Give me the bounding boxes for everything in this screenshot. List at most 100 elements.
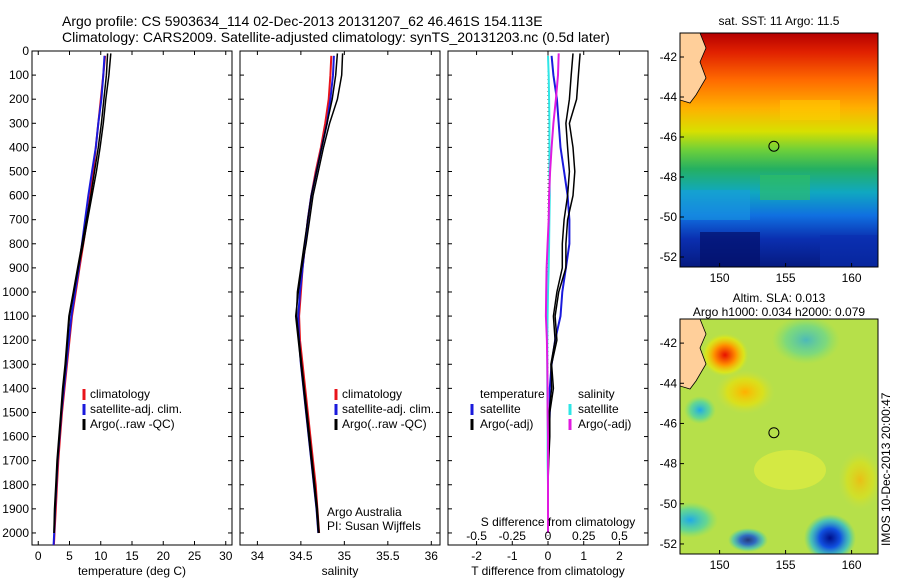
map-y-tick-label: -44: [660, 376, 678, 390]
map-x-tick-label: 160: [842, 271, 862, 285]
map-y-tick-label: -42: [660, 50, 678, 64]
map-y-tick-label: -50: [660, 497, 678, 511]
x-tick-label: 5: [66, 549, 73, 563]
legend-label: satellite: [480, 402, 521, 416]
legend-label: climatology: [90, 387, 150, 401]
x-tick-label: 1: [580, 549, 587, 563]
map-y-tick-label: -52: [660, 250, 678, 264]
legend-label: satellite: [578, 402, 619, 416]
series-line: [547, 53, 574, 533]
x-tick-label: 34: [251, 549, 265, 563]
top-x-tick-label: 0: [545, 529, 552, 543]
plot-frame: [31, 50, 233, 546]
map-y-tick-label: -48: [660, 170, 678, 184]
y-tick-label: 1000: [2, 285, 29, 299]
y-tick-label: 1700: [2, 454, 29, 468]
y-tick-label: 2000: [2, 526, 29, 540]
imos-timestamp: IMOS 10-Dec-2013 20:00:47: [879, 392, 893, 546]
x-tick-label: 36: [425, 549, 439, 563]
x-tick-label: 35: [338, 549, 352, 563]
sla-map-title: Altim. SLA: 0.013: [733, 291, 826, 305]
figure-title-line2: Climatology: CARS2009. Satellite-adjuste…: [62, 29, 610, 45]
y-tick-label: 900: [9, 261, 29, 275]
x-axis-label: temperature (deg C): [78, 564, 186, 578]
top-x-tick-label: -0.25: [499, 529, 527, 543]
map-y-tick-label: -48: [660, 457, 678, 471]
map-x-tick-label: 150: [710, 271, 730, 285]
figure-title-line1: Argo profile: CS 5903634_114 02-Dec-2013…: [62, 13, 543, 29]
legend-label: salinity: [578, 387, 615, 401]
legend-label: temperature: [480, 387, 545, 401]
legend-label: Argo(-adj): [480, 417, 533, 431]
legend-label: Argo(..raw -QC): [342, 417, 427, 431]
y-tick-label: 700: [9, 213, 29, 227]
credit-pi: PI: Susan Wijffels: [327, 519, 421, 533]
y-tick-label: 600: [9, 189, 29, 203]
map-y-tick-label: -46: [660, 130, 678, 144]
x-tick-label: -1: [507, 549, 518, 563]
y-tick-label: 1400: [2, 381, 29, 395]
map-y-tick-label: -50: [660, 210, 678, 224]
y-tick-label: 1300: [2, 357, 29, 371]
sst-field: [680, 33, 878, 267]
top-x-tick-label: 0.25: [572, 529, 596, 543]
x-tick-label: 0: [35, 549, 42, 563]
tasmania-land: [680, 319, 707, 390]
argo-location-marker: [768, 427, 780, 439]
salinity-profile-panel: 34 34.5 35 35.5 36 salinity climatologysatelli…: [239, 50, 441, 578]
x-tick-label: 30: [219, 549, 233, 563]
series-line: [53, 53, 112, 534]
legend-label: Argo(-adj): [578, 417, 631, 431]
y-tick-label: 1600: [2, 430, 29, 444]
x-axis-label: salinity: [322, 564, 359, 578]
x-tick-label: 20: [157, 549, 171, 563]
x-tick-label: 15: [125, 549, 139, 563]
legend-label: climatology: [342, 387, 402, 401]
map-y-tick-label: -46: [660, 416, 678, 430]
series-line: [52, 55, 106, 546]
y-tick-label: 200: [9, 92, 29, 106]
x-tick-label: 34.5: [289, 549, 313, 563]
y-tick-label: 1900: [2, 502, 29, 516]
y-tick-label: 400: [9, 140, 29, 154]
map-x-tick-label: 160: [842, 558, 862, 572]
map-y-tick-label: -44: [660, 90, 678, 104]
y-tick-label: 1100: [3, 309, 29, 323]
top-x-tick-label: 0.5: [611, 529, 628, 543]
x-tick-label: 35.5: [376, 549, 400, 563]
plot-frame: [239, 50, 441, 546]
map-x-tick-label: 155: [776, 558, 796, 572]
x-axis-label: T difference from climatology: [471, 564, 625, 578]
series-line: [295, 53, 339, 534]
map-x-tick-label: 155: [776, 271, 796, 285]
x-tick-label: 25: [188, 549, 202, 563]
sla-map-panel: 150 155 160 -42 -44 -46 -48 -50 -52 Altim. SLA: …: [660, 291, 879, 572]
legend-label: Argo(..raw -QC): [90, 417, 175, 431]
temperature-profile-panel: 0 5 10 15 20 25 30 temperature (deg C) 0 100 200 30…: [2, 44, 232, 578]
x-tick-label: 0: [545, 549, 552, 563]
legend-label: satellite-adj. clim.: [90, 402, 182, 416]
x-tick-label: 10: [94, 549, 108, 563]
y-tick-label: 100: [9, 68, 29, 82]
series-line: [294, 53, 344, 534]
tasmania-land: [680, 33, 707, 104]
map-x-tick-label: 150: [710, 558, 730, 572]
sst-map-title: sat. SST: 11 Argo: 11.5: [719, 14, 840, 28]
sst-map-panel: 150 155 160 -42 -44 -46 -48 -50 -52 sat. SST: 11…: [660, 14, 879, 285]
series-line: [53, 53, 109, 534]
y-tick-label: 1800: [2, 478, 29, 492]
y-tick-label: 300: [9, 116, 29, 130]
x-tick-label: 2: [616, 549, 623, 563]
y-tick-label: 1200: [2, 333, 29, 347]
sla-map-subtitle: Argo h1000: 0.034 h2000: 0.079: [693, 305, 865, 319]
credit-institution: Argo Australia: [327, 505, 402, 519]
y-tick-label: 800: [9, 237, 29, 251]
x-tick-label: -2: [471, 549, 482, 563]
top-x-axis-label: S difference from climatology: [481, 515, 636, 529]
map-y-tick-label: -42: [660, 336, 678, 350]
top-x-tick-label: -0.5: [466, 529, 487, 543]
argo-location-marker: [768, 140, 780, 152]
legend-label: satellite-adj. clim.: [342, 402, 434, 416]
y-tick-label: 0: [22, 44, 29, 58]
